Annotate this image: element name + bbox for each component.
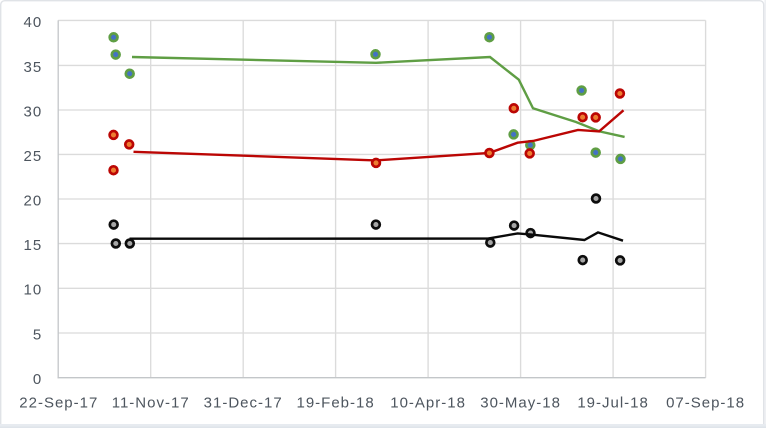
svg-text:07-Sep-18: 07-Sep-18 [666,395,745,412]
svg-text:19-Jul-18: 19-Jul-18 [577,395,649,412]
svg-text:15: 15 [24,237,43,254]
svg-text:19-Feb-18: 19-Feb-18 [296,395,374,412]
svg-text:31-Dec-17: 31-Dec-17 [204,395,283,412]
svg-text:40: 40 [24,14,43,31]
svg-text:30: 30 [24,103,43,120]
svg-text:30-May-18: 30-May-18 [480,395,561,412]
svg-text:25: 25 [24,148,43,165]
svg-text:10-Apr-18: 10-Apr-18 [390,395,466,412]
svg-text:0: 0 [33,371,42,388]
svg-text:22-Sep-17: 22-Sep-17 [19,395,98,412]
svg-text:20: 20 [24,192,43,209]
svg-text:35: 35 [24,59,43,76]
svg-text:11-Nov-17: 11-Nov-17 [112,395,190,412]
svg-text:10: 10 [24,282,43,299]
svg-text:5: 5 [33,326,42,343]
